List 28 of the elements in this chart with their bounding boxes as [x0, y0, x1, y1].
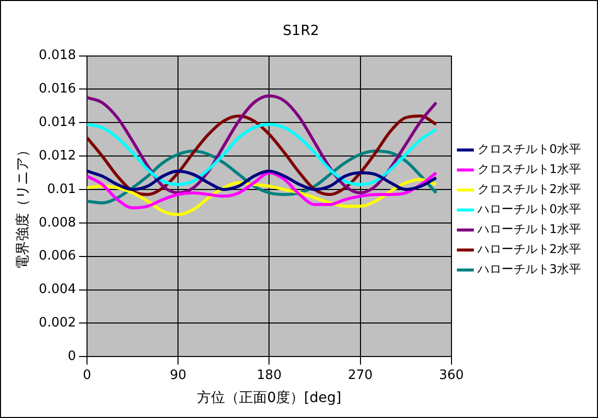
y-tick-label: 0.004 [38, 282, 76, 298]
legend-label: ハローチルト0水平 [476, 202, 582, 216]
x-tick-label: 0 [82, 368, 92, 383]
y-tick-label: 0.012 [38, 148, 76, 164]
y-tick-label: 0.018 [38, 48, 76, 64]
line-series [87, 122, 438, 186]
y-tick-label: 0.016 [38, 82, 76, 97]
legend-label: ハローチルト1水平 [476, 222, 582, 236]
x-tick-label: 360 [438, 368, 464, 383]
line-series [87, 171, 438, 210]
y-tick-label: 0.002 [38, 316, 76, 331]
x-axis-title: 方位（正面0度）[deg] [197, 390, 342, 406]
legend-label: クロスチルト1水平 [477, 162, 582, 176]
chart-title: S1R2 [282, 23, 320, 40]
y-tick-label: 0.014 [38, 115, 76, 130]
legend-label: ハローチルト3水平 [476, 262, 582, 276]
y-tick-label: 0 [68, 348, 76, 364]
y-axis-title: 電界強度（リニア） [15, 143, 32, 270]
legend-label: ハローチルト2水平 [476, 242, 582, 256]
line-series [87, 170, 438, 191]
y-tick-label: 0.008 [38, 215, 76, 230]
x-tick-label: 180 [256, 368, 282, 383]
legend-label: クロスチルト0水平 [477, 142, 582, 156]
y-tick-label: 0.006 [38, 248, 76, 264]
x-tick-label: 270 [348, 368, 373, 383]
x-tick-label: 90 [170, 368, 186, 383]
legend-label: クロスチルト2水平 [477, 182, 582, 196]
y-tick-label: 0.01 [47, 182, 76, 197]
